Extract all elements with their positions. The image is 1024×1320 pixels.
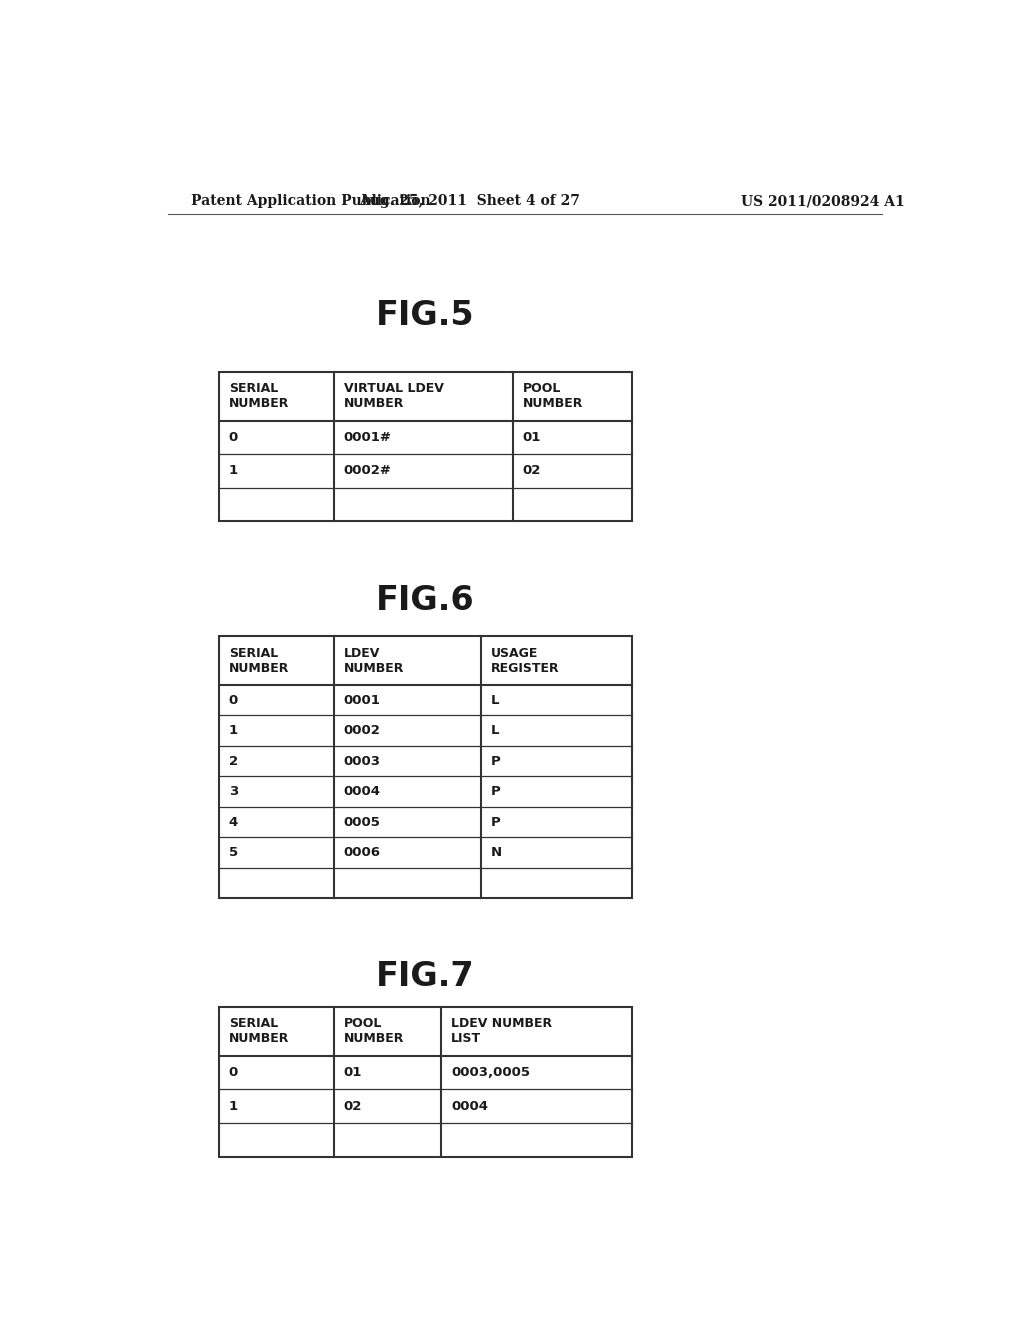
Text: P: P [490, 816, 501, 829]
Text: 0005: 0005 [344, 816, 381, 829]
Text: 0003: 0003 [344, 755, 381, 768]
Text: L: L [490, 725, 499, 737]
Text: 0002: 0002 [344, 725, 381, 737]
Text: Patent Application Publication: Patent Application Publication [191, 194, 431, 209]
Bar [219, 636, 632, 899]
Text: 0001#: 0001# [344, 430, 392, 444]
Text: L: L [490, 693, 499, 706]
Text: FIG.5: FIG.5 [376, 300, 475, 333]
Text: 01: 01 [522, 430, 541, 444]
Text: 02: 02 [344, 1100, 362, 1113]
Text: 0002#: 0002# [344, 465, 392, 478]
Text: 3: 3 [228, 785, 238, 799]
Text: US 2011/0208924 A1: US 2011/0208924 A1 [740, 194, 904, 209]
Text: 0: 0 [228, 430, 238, 444]
Text: 1: 1 [228, 1100, 238, 1113]
Text: 0003,0005: 0003,0005 [451, 1067, 530, 1080]
Text: 5: 5 [228, 846, 238, 859]
Text: 0004: 0004 [451, 1100, 488, 1113]
Text: 01: 01 [344, 1067, 362, 1080]
Text: 0004: 0004 [344, 785, 381, 799]
Text: 02: 02 [522, 465, 541, 478]
Text: P: P [490, 755, 501, 768]
Text: 0: 0 [228, 693, 238, 706]
Text: LDEV
NUMBER: LDEV NUMBER [344, 647, 404, 675]
Text: VIRTUAL LDEV
NUMBER: VIRTUAL LDEV NUMBER [344, 383, 443, 411]
Text: Aug. 25, 2011  Sheet 4 of 27: Aug. 25, 2011 Sheet 4 of 27 [358, 194, 580, 209]
Text: SERIAL
NUMBER: SERIAL NUMBER [228, 383, 289, 411]
Text: POOL
NUMBER: POOL NUMBER [522, 383, 583, 411]
Text: 1: 1 [228, 465, 238, 478]
Text: P: P [490, 785, 501, 799]
Text: 4: 4 [228, 816, 238, 829]
Text: SERIAL
NUMBER: SERIAL NUMBER [228, 647, 289, 675]
Text: 0: 0 [228, 1067, 238, 1080]
Text: SERIAL
NUMBER: SERIAL NUMBER [228, 1018, 289, 1045]
Text: 2: 2 [228, 755, 238, 768]
Text: FIG.7: FIG.7 [376, 960, 475, 993]
Text: 0001: 0001 [344, 693, 381, 706]
Text: FIG.6: FIG.6 [376, 583, 475, 616]
Bar [219, 372, 632, 521]
Text: 1: 1 [228, 725, 238, 737]
Text: N: N [490, 846, 502, 859]
Text: POOL
NUMBER: POOL NUMBER [344, 1018, 404, 1045]
Text: LDEV NUMBER
LIST: LDEV NUMBER LIST [451, 1018, 552, 1045]
Bar [219, 1007, 632, 1156]
Text: USAGE
REGISTER: USAGE REGISTER [490, 647, 559, 675]
Text: 0006: 0006 [344, 846, 381, 859]
